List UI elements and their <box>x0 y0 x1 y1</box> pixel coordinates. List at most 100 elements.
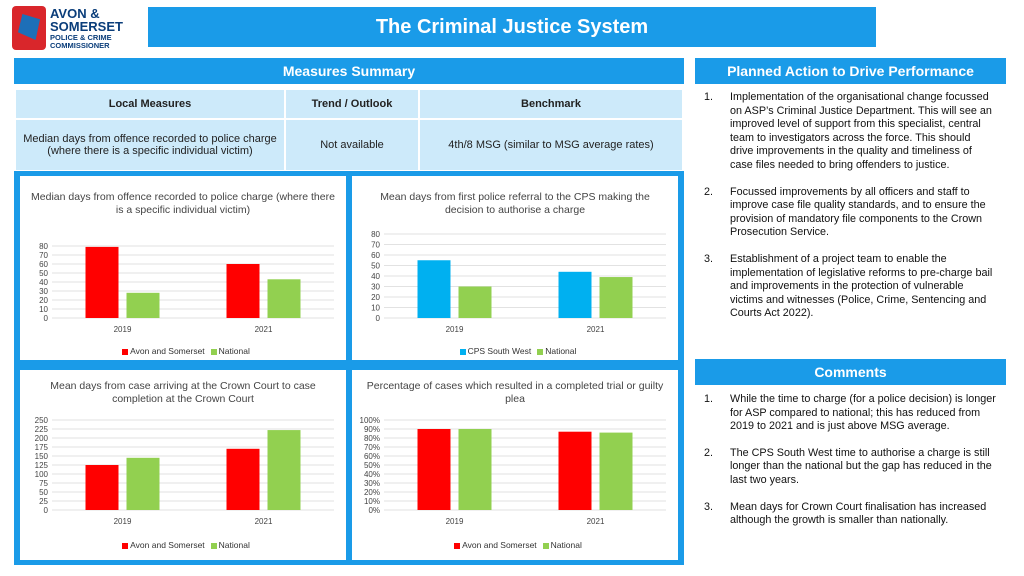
logo-line-1: AVON & <box>50 5 100 21</box>
legend-swatch <box>542 542 549 549</box>
legend-label: Avon and Somerset <box>130 346 205 356</box>
bar-national-2021 <box>267 430 301 510</box>
chart-title: Mean days from case arriving at the Crow… <box>50 380 316 405</box>
bar-avon-and-somerset-2021 <box>226 448 260 510</box>
y-tick-label: 80 <box>39 242 48 251</box>
item-number: 3. <box>704 252 714 265</box>
legend-label: Avon and Somerset <box>130 540 205 550</box>
legend-label: National <box>545 346 577 356</box>
legend-swatch <box>122 348 129 355</box>
comments-header: Comments <box>695 359 1006 385</box>
y-tick-label: 80% <box>364 434 380 443</box>
bar-avon-and-somerset-2019 <box>85 246 119 318</box>
y-tick-label: 50 <box>39 488 48 497</box>
legend-swatch <box>454 542 461 549</box>
bar-national-2021 <box>599 277 633 318</box>
col-benchmark: Benchmark <box>418 88 684 120</box>
cell-trend: Not available <box>284 118 420 172</box>
y-tick-label: 30 <box>371 283 380 292</box>
y-tick-label: 100 <box>35 470 49 479</box>
chart-completed-trial-percentage: Percentage of cases which resulted in a … <box>352 370 678 560</box>
y-tick-label: 30 <box>39 287 48 296</box>
bar-national-2021 <box>599 432 633 510</box>
y-tick-label: 0 <box>376 314 381 323</box>
x-tick-label: 2019 <box>114 517 132 526</box>
y-tick-label: 50% <box>364 461 380 470</box>
chart-cps-decision-days: Mean days from first police referral to … <box>352 176 678 360</box>
item-text: The CPS South West time to authorise a c… <box>730 446 992 486</box>
logo-text: AVON & SOMERSET POLICE & CRIME COMMISSIO… <box>50 7 123 50</box>
y-tick-label: 60% <box>364 452 380 461</box>
cell-benchmark: 4th/8 MSG (similar to MSG average rates) <box>418 118 684 172</box>
y-tick-label: 20 <box>371 293 380 302</box>
col-trend-outlook: Trend / Outlook <box>284 88 420 120</box>
charts-area: Median days from offence recorded to pol… <box>14 171 684 565</box>
chart-svg: 0%10%20%30%40%50%60%70%80%90%100% 2019 202… <box>360 416 666 526</box>
y-tick-label: 25 <box>39 497 48 506</box>
x-tick-label: 2021 <box>587 517 605 526</box>
bar-national-2019 <box>126 292 160 318</box>
item-number: 2. <box>704 185 714 198</box>
chart-legend: CPS South West National <box>352 346 678 356</box>
chart-legend: Avon and Somerset National <box>352 540 678 550</box>
y-tick-label: 80 <box>371 230 380 239</box>
item-number: 3. <box>704 500 714 513</box>
list-item: 3. Mean days for Crown Court finalisatio… <box>700 501 996 528</box>
logo-line-4: COMMISSIONER <box>50 41 110 50</box>
chart-legend: Avon and Somerset National <box>20 346 346 356</box>
y-tick-label: 70% <box>364 443 380 452</box>
y-tick-label: 150 <box>35 452 49 461</box>
y-tick-label: 90% <box>364 425 380 434</box>
bar-national-2021 <box>267 279 301 318</box>
y-tick-label: 40 <box>39 278 48 287</box>
item-number: 1. <box>704 91 714 103</box>
logo-line-3: POLICE & CRIME <box>50 32 112 42</box>
y-tick-label: 60 <box>371 251 380 260</box>
item-number: 1. <box>704 393 714 405</box>
bar-avon-and-somerset-2021 <box>226 264 260 318</box>
chart-crown-court-days: Mean days from case arriving at the Crow… <box>20 370 346 560</box>
x-tick-label: 2021 <box>255 517 273 526</box>
y-tick-label: 10% <box>364 497 380 506</box>
logo-line-2: SOMERSET <box>50 18 123 34</box>
y-tick-label: 100% <box>360 416 380 425</box>
y-tick-label: 20% <box>364 488 380 497</box>
x-tick-label: 2019 <box>114 325 132 334</box>
legend-label: National <box>550 540 582 550</box>
page-title: The Criminal Justice System <box>148 7 876 47</box>
measures-table: Local Measures Trend / Outlook Benchmark… <box>14 88 684 172</box>
list-item: 1. Implementation of the organisational … <box>700 91 996 173</box>
y-tick-label: 20 <box>39 296 48 305</box>
legend-swatch <box>210 542 217 549</box>
y-tick-label: 0 <box>44 314 49 323</box>
legend-label: Avon and Somerset <box>462 540 537 550</box>
item-text: While the time to charge (for a police d… <box>730 393 996 433</box>
y-tick-label: 60 <box>39 260 48 269</box>
measures-summary-header: Measures Summary <box>14 58 684 84</box>
bar-avon-and-somerset-2021 <box>558 431 592 510</box>
col-local-measures: Local Measures <box>14 88 286 120</box>
y-tick-label: 70 <box>371 241 380 250</box>
y-tick-label: 40 <box>371 272 380 281</box>
y-tick-label: 125 <box>35 461 49 470</box>
bar-avon-and-somerset-2019 <box>85 465 119 510</box>
item-text: Focussed improvements by all officers an… <box>730 185 986 239</box>
y-tick-label: 75 <box>39 479 48 488</box>
list-item: 2. Focussed improvements by all officers… <box>700 186 996 240</box>
crest-icon <box>12 6 46 50</box>
bar-cps-south-west-2021 <box>558 271 592 318</box>
table-row: Median days from offence recorded to pol… <box>14 118 684 172</box>
x-tick-label: 2021 <box>587 325 605 334</box>
list-item: 2. The CPS South West time to authorise … <box>700 447 996 488</box>
x-tick-label: 2021 <box>255 325 273 334</box>
y-tick-label: 250 <box>35 416 49 425</box>
item-text: Establishment of a project team to enabl… <box>730 252 993 320</box>
y-tick-label: 30% <box>364 479 380 488</box>
legend-label: National <box>218 540 250 550</box>
measures-header-row: Local Measures Trend / Outlook Benchmark <box>14 88 684 120</box>
y-tick-label: 200 <box>35 434 49 443</box>
chart-title: Percentage of cases which resulted in a … <box>366 380 664 405</box>
y-tick-label: 10 <box>371 304 380 313</box>
